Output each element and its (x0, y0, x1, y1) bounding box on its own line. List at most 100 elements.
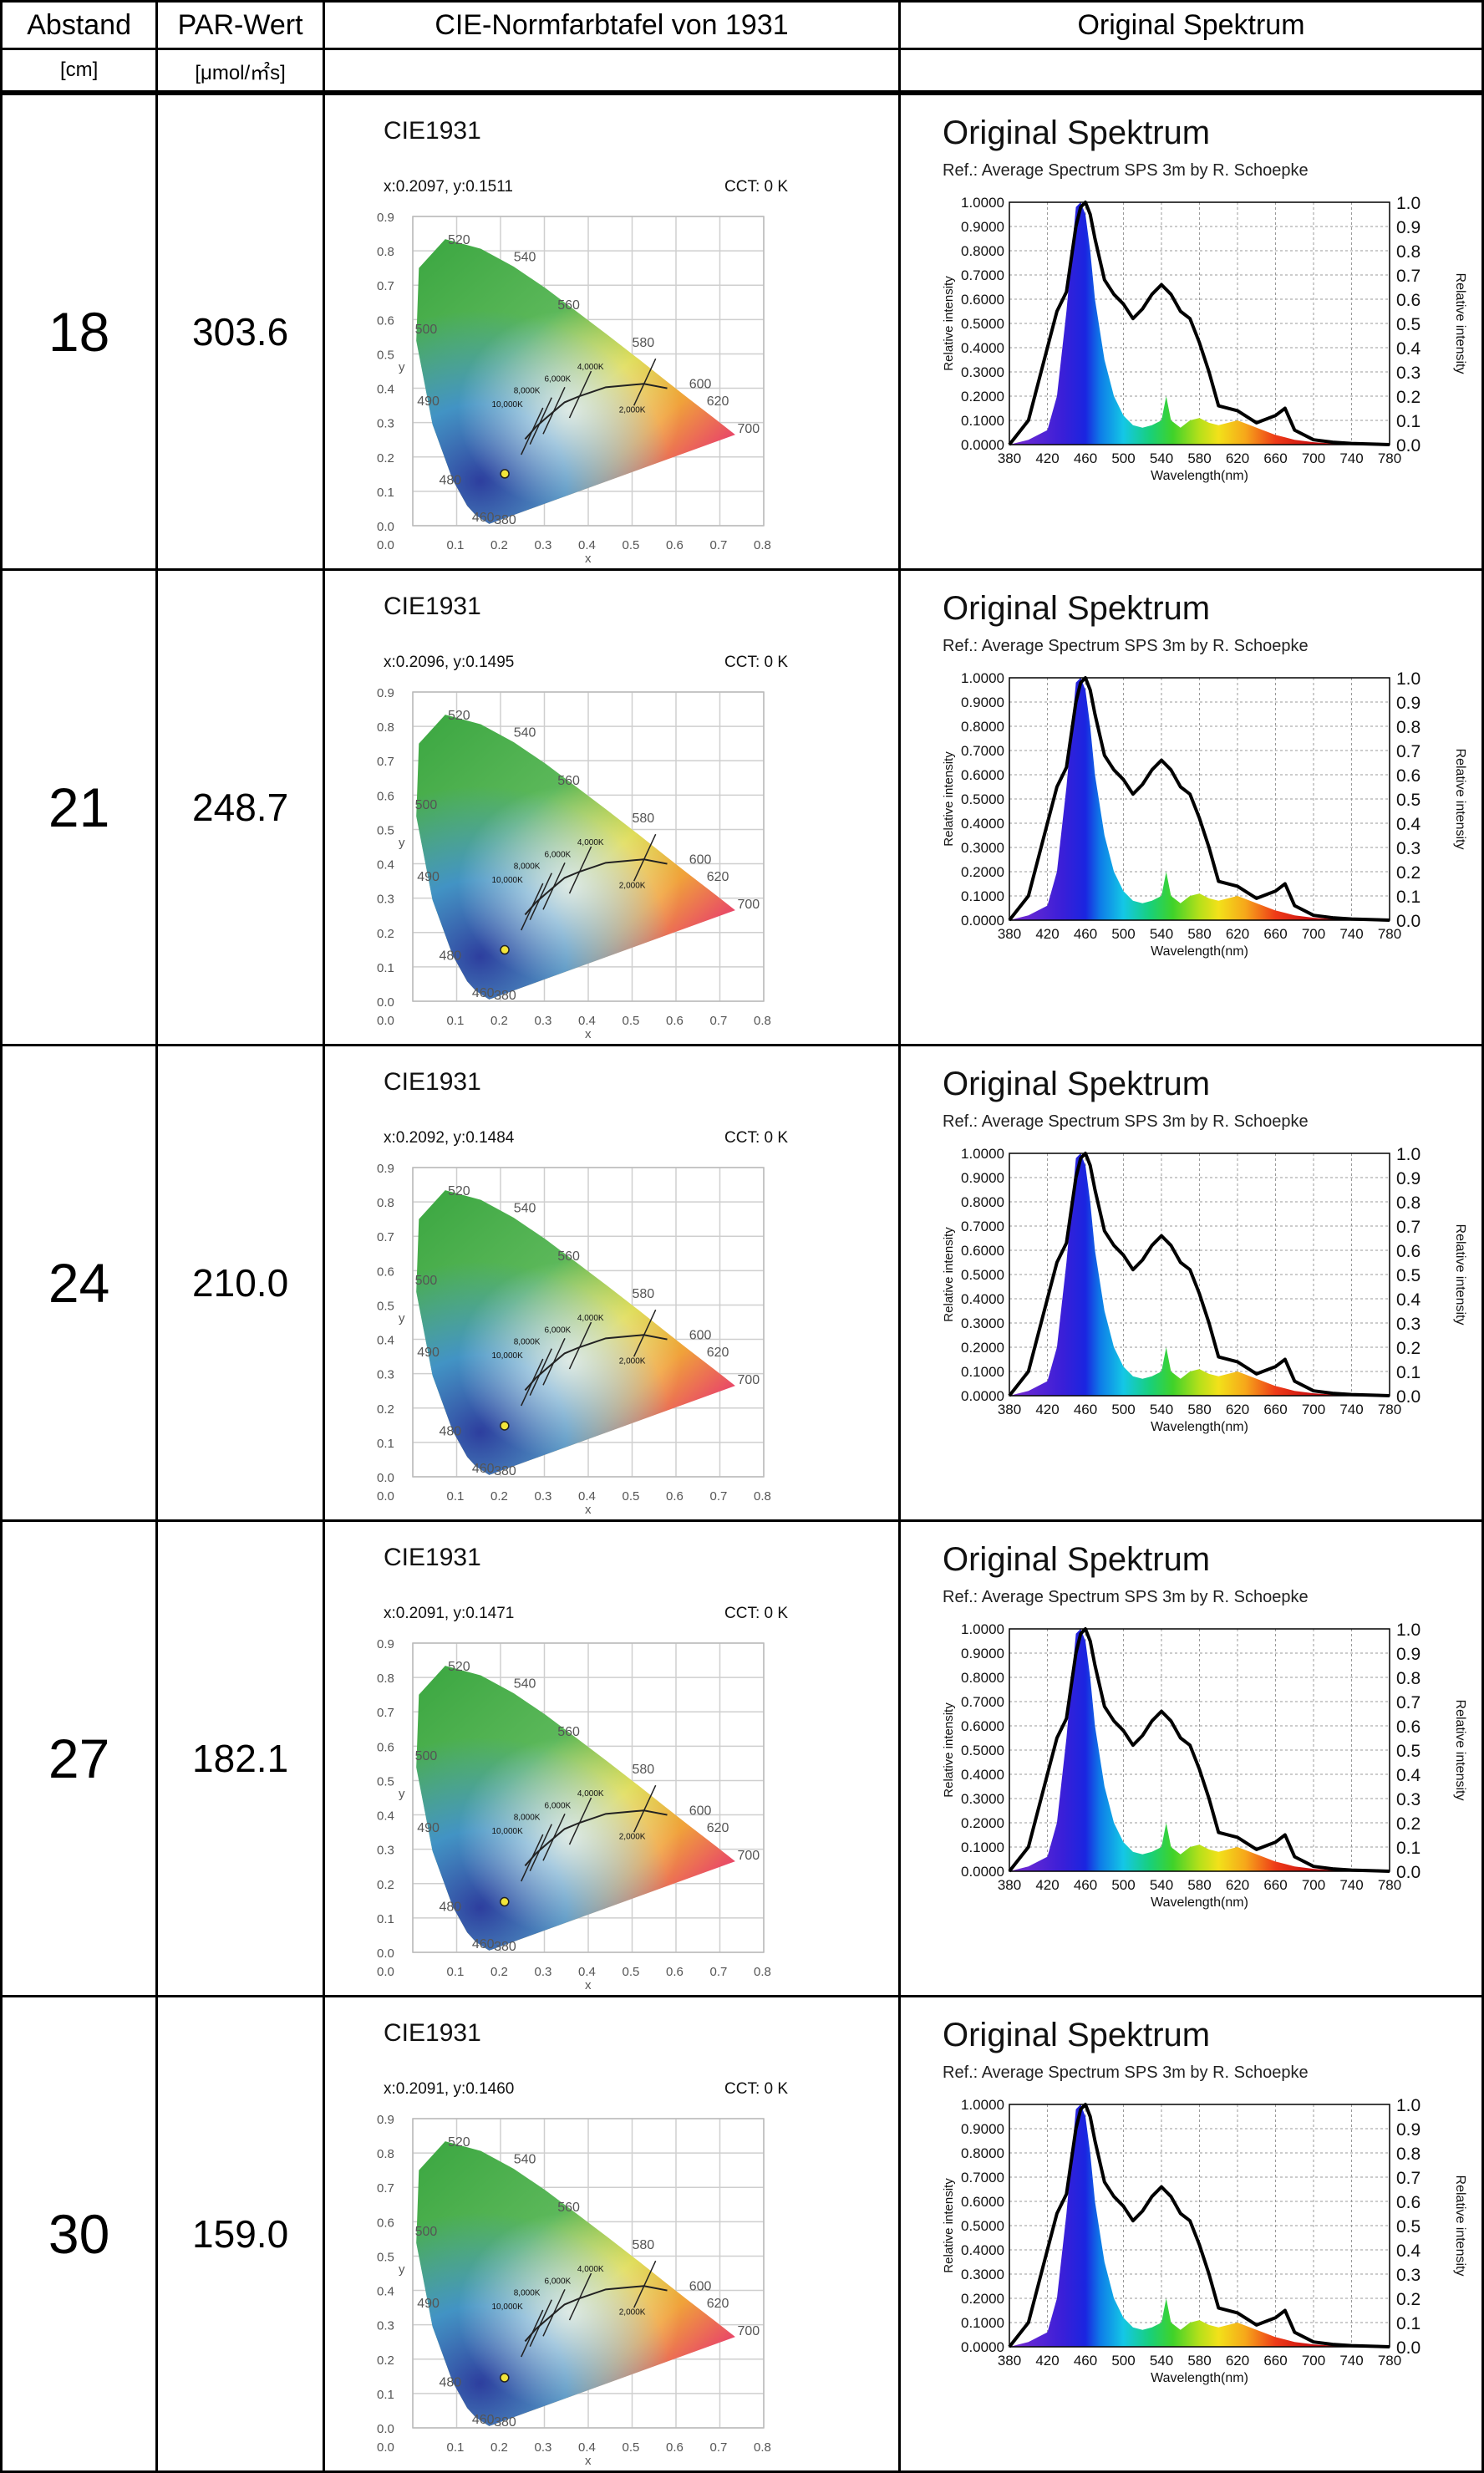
spectrum-right-tick: 1.0 (1396, 1621, 1420, 1640)
spectrum-y-label-left: Relative intensity (942, 751, 956, 847)
wavelength-label: 620 (707, 394, 729, 409)
spectrum-right-tick: 0.2 (1396, 2290, 1420, 2309)
spectrum-left-tick: 0.0000 (961, 437, 1004, 453)
spectrum-right-tick: 0.0 (1396, 1863, 1420, 1882)
spectrum-left-tick: 0.7000 (961, 743, 1004, 759)
cie-x-tick: 0.4 (578, 538, 596, 552)
spectrum-right-tick: 0.7 (1396, 1693, 1420, 1712)
spectrum-x-tick: 380 (998, 1402, 1021, 1417)
cie-x-tick: 0.6 (666, 538, 684, 552)
spectrum-x-label: Wavelength(nm) (1151, 1895, 1248, 1910)
spectrum-left-tick: 0.8000 (961, 2145, 1004, 2161)
cct-label: 2,000K (619, 2308, 646, 2317)
unit-abstand: [cm] (0, 48, 159, 95)
spectrum-left-tick: 0.7000 (961, 267, 1004, 283)
cie-x-tick: 0.4 (578, 1965, 596, 1979)
spectrum-left-tick: 0.8000 (961, 243, 1004, 259)
cie-y-tick: 0.2 (377, 1402, 394, 1417)
spectrum-y-label-right: Relative intensity (1453, 1700, 1467, 1801)
spectrum-y-label-left: Relative intensity (942, 1227, 956, 1322)
spectrum-chart-cell: Original Spektrum Ref.: Average Spectrum … (897, 1044, 1484, 1522)
spectrum-right-tick: 0.3 (1396, 839, 1420, 858)
cct-label: 6,000K (544, 374, 571, 384)
spectrum-x-tick: 500 (1111, 450, 1135, 466)
spectrum-x-tick: 700 (1302, 450, 1325, 466)
spectrum-title: Original Spektrum (943, 1541, 1210, 1578)
cie-y-tick: 0.0 (377, 995, 394, 1010)
spectrum-right-tick: 0.1 (1396, 2314, 1420, 2333)
spectrum-left-tick: 0.2000 (961, 2291, 1004, 2307)
spectrum-area (1009, 202, 1390, 445)
spectrum-area (1009, 678, 1390, 920)
cie-x-tick: 0.2 (490, 2440, 508, 2455)
cie-y-tick: 0.4 (377, 2285, 394, 2299)
spectrum-line (1008, 2103, 1390, 2348)
spectrum-left-tick: 0.2000 (961, 864, 1004, 880)
cct-label: 2,000K (619, 1356, 646, 1366)
cie-x-tick: 0.3 (534, 1489, 551, 1504)
cie-origin-tick: 0.0 (377, 2440, 394, 2455)
header-par: PAR-Wert (155, 0, 325, 50)
spectrum-y-label-left: Relative intensity (942, 2178, 956, 2273)
spectrum-left-tick: 0.7000 (961, 1219, 1004, 1234)
spectrum-right-tick: 0.4 (1396, 2241, 1421, 2261)
cie-diagram: CIE1931 x:0.2092, y:0.1484 CCT: 0 K 4,000K 6… (377, 1068, 788, 1517)
spectrum-left-tick: 0.7000 (961, 2170, 1004, 2186)
spectrum-title: Original Spektrum (943, 114, 1210, 151)
spectrum-x-tick: 740 (1339, 926, 1363, 942)
wavelength-label: 700 (737, 422, 760, 436)
cie-x-tick: 0.5 (622, 1489, 639, 1504)
wavelength-label: 560 (557, 298, 580, 313)
cie-y-label: y (399, 360, 405, 374)
spectrum-ref: Ref.: Average Spectrum SPS 3m by R. Scho… (943, 2063, 1309, 2082)
wavelength-label: 480 (439, 1901, 461, 1915)
cie-y-tick: 0.1 (377, 1912, 394, 1926)
spectrum-x-tick: 420 (1035, 450, 1059, 466)
cie-x-tick: 0.8 (754, 1489, 771, 1504)
spectrum-x-tick: 540 (1150, 450, 1173, 466)
spectrum-right-tick: 0.7 (1396, 267, 1420, 286)
wavelength-label: 600 (689, 1329, 712, 1343)
par-value: 303.6 (155, 91, 325, 571)
spectrum-x-tick: 420 (1035, 1877, 1059, 1893)
cie-diagram: CIE1931 x:0.2096, y:0.1495 CCT: 0 K 4,000K 6… (377, 593, 788, 1041)
wavelength-label: 380 (494, 513, 516, 527)
cct-label: 6,000K (544, 1326, 571, 1335)
spectrum-title: Original Spektrum (943, 1066, 1210, 1102)
spectrum-x-tick: 580 (1187, 450, 1211, 466)
spectrum-x-tick: 540 (1150, 1402, 1173, 1417)
cie-y-tick: 0.5 (377, 348, 394, 362)
cie-y-tick: 0.2 (377, 1878, 394, 1892)
spectrum-left-tick: 0.9000 (961, 219, 1004, 235)
cct-value: CCT: 0 K (724, 2080, 788, 2098)
spectrum-chart: Original Spektrum Ref.: Average Spectrum … (942, 2017, 1467, 2385)
spectrum-right-tick: 0.8 (1396, 242, 1420, 262)
spectrum-x-tick: 580 (1187, 1877, 1211, 1893)
cie-y-tick: 0.5 (377, 1299, 394, 1313)
spectrum-y-label-right: Relative intensity (1453, 1224, 1467, 1326)
cie-x-tick: 0.6 (666, 2440, 684, 2455)
spectrum-right-tick: 0.3 (1396, 2266, 1420, 2285)
spectrum-right-tick: 0.7 (1396, 1218, 1420, 1237)
cie-y-tick: 0.7 (377, 1706, 394, 1720)
unit-par: [μmol/㎡s] (155, 48, 325, 95)
cie-title: CIE1931 (384, 117, 481, 145)
spectrum-ref: Ref.: Average Spectrum SPS 3m by R. Scho… (943, 1112, 1309, 1131)
cct-label: 2,000K (619, 881, 646, 890)
cie-y-tick: 0.7 (377, 2181, 394, 2196)
cie-diagram: CIE1931 x:0.2091, y:0.1471 CCT: 0 K 4,000K 6… (377, 1544, 788, 1992)
cie-coordinates: x:0.2092, y:0.1484 (384, 1129, 515, 1147)
cie-x-tick: 0.3 (534, 1965, 551, 1979)
cie-origin-tick: 0.0 (377, 1489, 394, 1504)
cct-label: 10,000K (491, 1827, 523, 1836)
wavelength-label: 620 (707, 870, 729, 884)
cct-value: CCT: 0 K (724, 1129, 788, 1147)
spectrum-x-label: Wavelength(nm) (1151, 2371, 1248, 2385)
spectrum-x-tick: 620 (1226, 1402, 1249, 1417)
spectrum-x-tick: 780 (1378, 1877, 1401, 1893)
cie-diagram: CIE1931 x:0.2097, y:0.1511 CCT: 0 K 4,000K 6… (377, 117, 788, 566)
spectrum-right-tick: 1.0 (1396, 669, 1420, 689)
spectrum-area (1009, 1629, 1390, 1871)
wavelength-label: 380 (494, 989, 516, 1003)
wavelength-label: 500 (415, 2225, 438, 2239)
